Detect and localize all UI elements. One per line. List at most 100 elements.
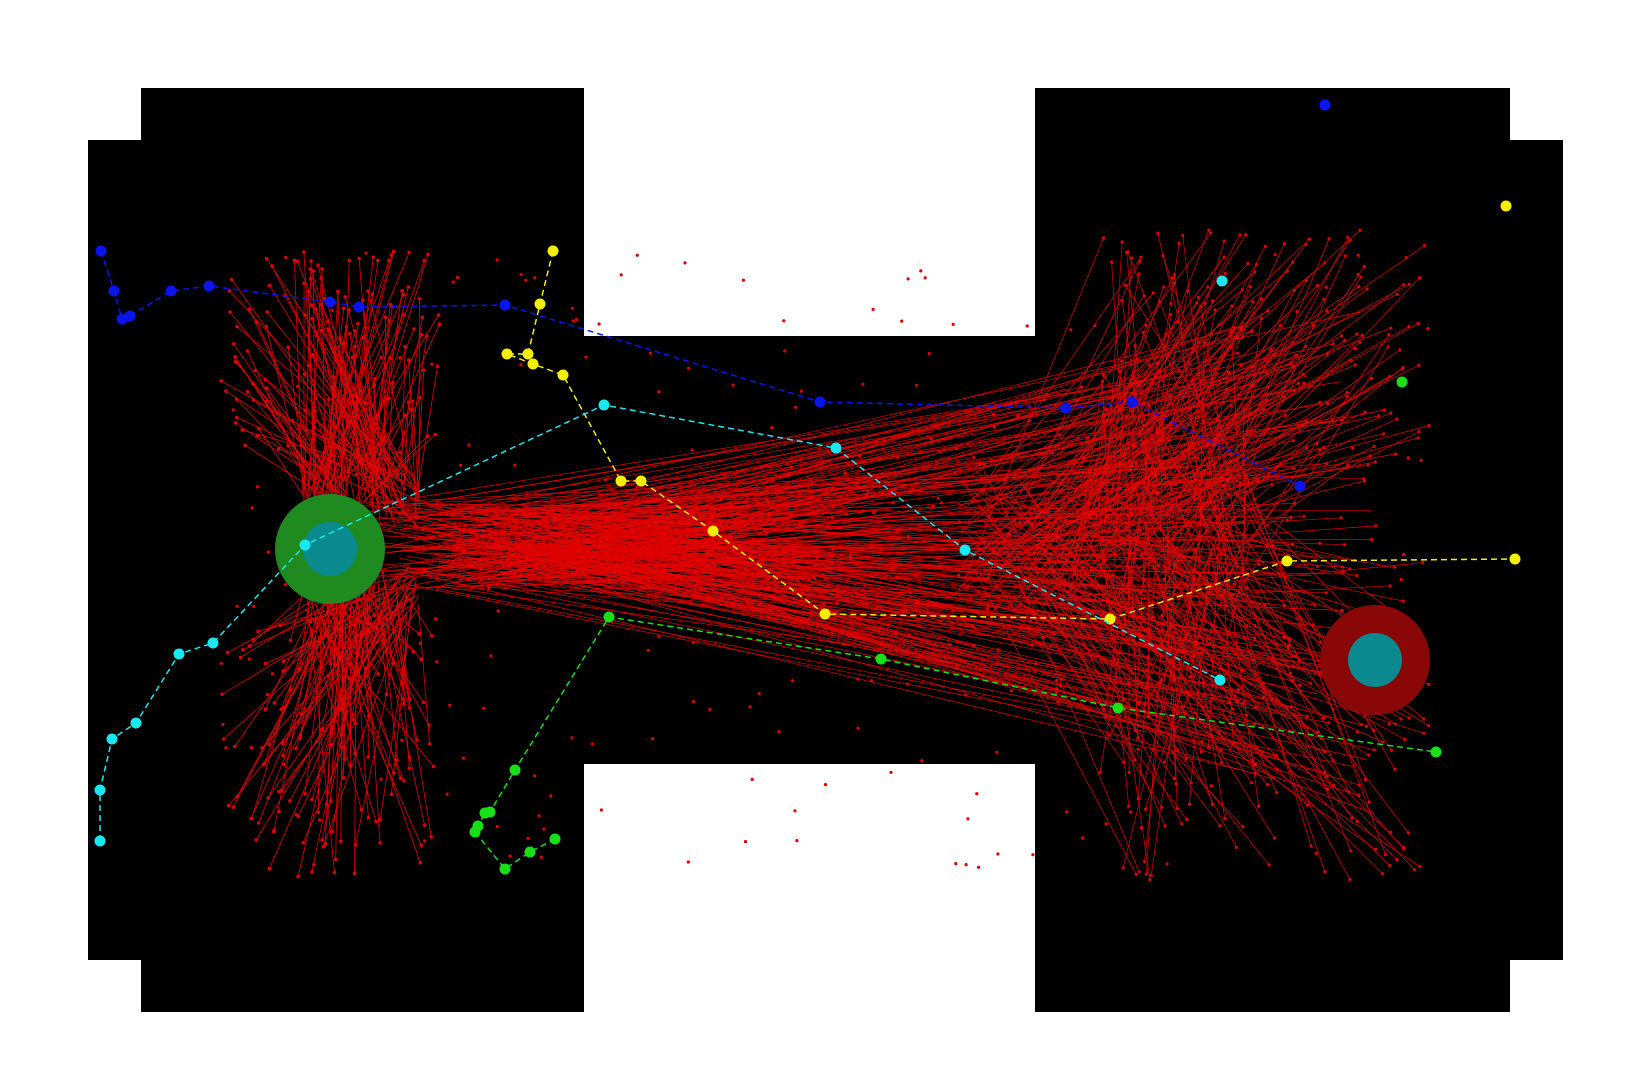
- green-path-waypoint[interactable]: [603, 611, 615, 623]
- unit: [224, 746, 228, 750]
- unit: [402, 779, 406, 783]
- unit-trail: [1200, 306, 1246, 587]
- unit: [951, 322, 955, 326]
- unit: [406, 285, 411, 289]
- cyan-path-waypoint[interactable]: [1214, 674, 1226, 686]
- unit-trail: [519, 468, 929, 582]
- yellow-path-waypoint[interactable]: [557, 369, 569, 381]
- right-base[interactable]: [1320, 605, 1430, 715]
- blue-path-waypoint[interactable]: [124, 310, 136, 322]
- unit: [303, 791, 307, 796]
- unit-trail: [1183, 266, 1365, 536]
- yellow-path-waypoint[interactable]: [615, 475, 627, 487]
- yellow-path-waypoint[interactable]: [522, 348, 534, 360]
- unit: [763, 529, 767, 533]
- blue-path-waypoint[interactable]: [203, 280, 215, 292]
- unit: [234, 397, 239, 402]
- unit: [354, 472, 358, 477]
- unit: [915, 599, 919, 603]
- cyan-path-waypoint[interactable]: [130, 717, 142, 729]
- green-path-waypoint[interactable]: [549, 833, 561, 845]
- unit: [1244, 233, 1248, 237]
- blue-path-waypoint[interactable]: [353, 301, 365, 313]
- unit: [1086, 436, 1090, 440]
- blue-path-waypoint[interactable]: [324, 296, 336, 308]
- unit: [359, 389, 364, 393]
- unit: [1065, 810, 1069, 814]
- unit-trail: [264, 618, 309, 710]
- yellow-marker[interactable]: [1500, 200, 1512, 212]
- yellow-path-waypoint[interactable]: [527, 358, 539, 370]
- unit: [1160, 678, 1164, 683]
- unit-trail: [242, 429, 405, 476]
- yellow-path-waypoint[interactable]: [707, 525, 719, 537]
- yellow-path-waypoint[interactable]: [1281, 555, 1293, 567]
- cyan-path-waypoint[interactable]: [959, 544, 971, 556]
- cyan-marker[interactable]: [1216, 275, 1228, 287]
- unit: [1031, 853, 1035, 857]
- blue-path-waypoint[interactable]: [814, 396, 826, 408]
- yellow-path-waypoint[interactable]: [501, 348, 513, 360]
- yellow-path-waypoint[interactable]: [1104, 613, 1116, 625]
- blue-path-waypoint[interactable]: [1294, 480, 1306, 492]
- blue-path-waypoint[interactable]: [1126, 396, 1138, 408]
- blue-path-waypoint[interactable]: [165, 285, 177, 297]
- unit-trail: [1009, 271, 1256, 476]
- unit: [1162, 285, 1166, 289]
- green-path-waypoint[interactable]: [509, 764, 521, 776]
- blue-path-waypoint[interactable]: [108, 285, 120, 297]
- unit: [929, 437, 933, 441]
- unit-trail: [962, 561, 1376, 850]
- green-path-waypoint[interactable]: [484, 806, 496, 818]
- yellow-path-waypoint[interactable]: [1509, 553, 1521, 565]
- unit: [400, 738, 404, 743]
- unit-trail: [399, 557, 1157, 715]
- left-base[interactable]: [275, 494, 385, 604]
- unit-trail: [962, 483, 1103, 588]
- green-path-waypoint[interactable]: [875, 653, 887, 665]
- unit-trail: [1173, 243, 1285, 485]
- unit-trail: [382, 477, 1231, 554]
- unit: [1127, 804, 1131, 808]
- unit: [1401, 599, 1405, 603]
- unit-trail: [1133, 445, 1224, 514]
- unit: [964, 863, 968, 867]
- green-path-waypoint[interactable]: [472, 820, 484, 832]
- unit: [1399, 717, 1403, 721]
- unit: [311, 269, 316, 273]
- cyan-path-waypoint[interactable]: [106, 733, 118, 745]
- unit: [1346, 463, 1350, 467]
- unit: [1243, 443, 1247, 447]
- cyan-path-waypoint[interactable]: [94, 835, 106, 847]
- blue-path-waypoint[interactable]: [1060, 402, 1072, 414]
- blue-path-waypoint[interactable]: [499, 299, 511, 311]
- green-path-waypoint[interactable]: [1430, 746, 1442, 758]
- yellow-path-waypoint[interactable]: [635, 475, 647, 487]
- unit: [407, 706, 412, 710]
- cyan-path-waypoint[interactable]: [598, 399, 610, 411]
- yellow-path-waypoint[interactable]: [547, 245, 559, 257]
- green-path-waypoint[interactable]: [499, 863, 511, 875]
- unit: [373, 614, 377, 618]
- unit: [1422, 731, 1426, 735]
- unit: [338, 336, 343, 340]
- yellow-path-waypoint[interactable]: [819, 608, 831, 620]
- blue-marker[interactable]: [1319, 99, 1331, 111]
- cyan-path-waypoint[interactable]: [207, 637, 219, 649]
- cyan-path-waypoint[interactable]: [173, 648, 185, 660]
- unit-trail: [283, 596, 395, 662]
- green-path-waypoint[interactable]: [524, 846, 536, 858]
- unit-trail: [469, 465, 1178, 515]
- unit: [537, 814, 541, 818]
- yellow-path-waypoint[interactable]: [534, 298, 546, 310]
- cyan-path-waypoint[interactable]: [830, 442, 842, 454]
- unit: [940, 501, 944, 505]
- green-path-waypoint[interactable]: [1112, 702, 1124, 714]
- cyan-path-waypoint[interactable]: [299, 539, 311, 551]
- unit-trail: [1052, 340, 1345, 543]
- cyan-path-waypoint[interactable]: [94, 784, 106, 796]
- blue-path-waypoint[interactable]: [95, 245, 107, 257]
- unit: [824, 577, 829, 581]
- green-marker[interactable]: [1396, 376, 1408, 388]
